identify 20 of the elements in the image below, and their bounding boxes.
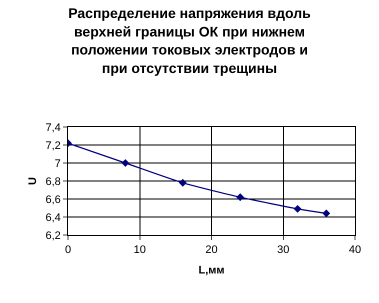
y-tick-label: 7 xyxy=(54,158,61,170)
y-tick-label: 6,2 xyxy=(46,230,61,242)
y-tick-label: 6,6 xyxy=(46,194,61,206)
chart-title: Распределение напряжения вдоль верхней границы ОК при нижнем положении токовых электродов и при отсутствии трещины xyxy=(68,5,312,76)
x-tick-label: 20 xyxy=(205,244,218,256)
point xyxy=(236,193,244,202)
point xyxy=(178,178,187,187)
point xyxy=(294,205,302,213)
x-tick-label: 10 xyxy=(134,244,146,256)
point xyxy=(122,159,130,167)
y-tick-label: 6,4 xyxy=(46,212,61,224)
x-axis-title: L,мм xyxy=(198,264,225,276)
y-axis-title: U xyxy=(27,176,40,185)
x-tick-label: 40 xyxy=(348,244,362,256)
y-tick-label: 6,8 xyxy=(46,176,61,188)
y-tick-label: 7,4 xyxy=(46,122,61,134)
x-tick-label: 0 xyxy=(64,244,72,256)
y-tick-label: 7,2 xyxy=(46,140,61,152)
point xyxy=(322,210,330,218)
x-tick-label: 30 xyxy=(277,244,290,256)
